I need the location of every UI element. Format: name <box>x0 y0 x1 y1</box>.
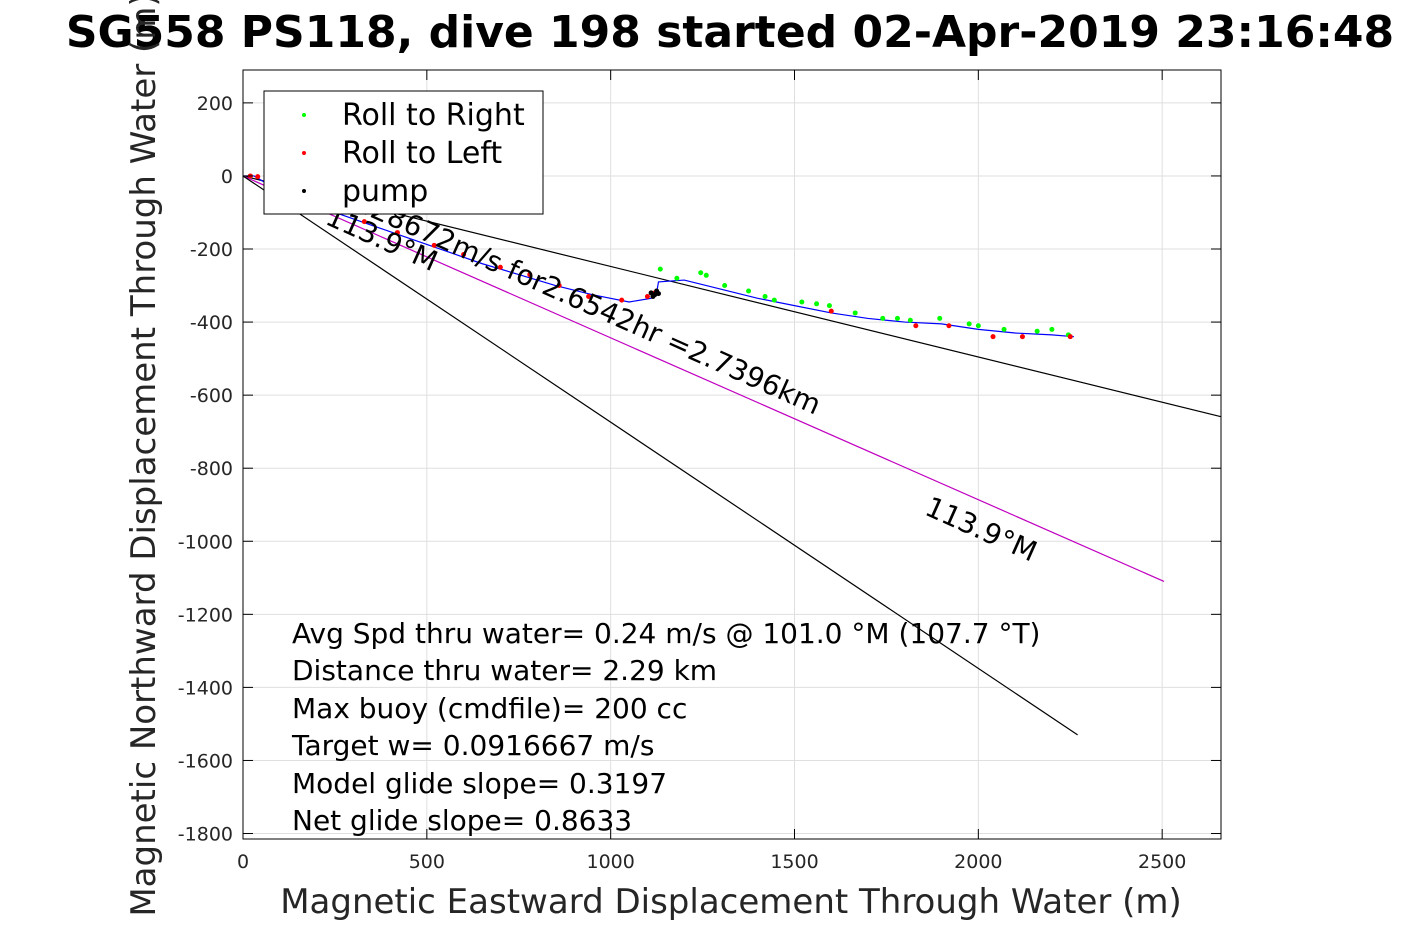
roll-to-left-point <box>497 264 503 270</box>
roll-to-left-point <box>913 323 919 329</box>
y-tick-label: -200 <box>190 239 233 261</box>
plot-frame <box>242 69 1222 840</box>
legend-marker-pump <box>302 189 306 193</box>
roll-to-left-point <box>828 308 834 314</box>
x-tick-label: 2500 <box>1138 851 1186 873</box>
roll-to-right-point <box>762 293 768 299</box>
line-labels: 113.9°M.28672m/s for2.6542hr =2.7396km11… <box>321 189 1042 569</box>
y-tick-label: -800 <box>190 458 233 480</box>
roll-to-left-point <box>644 293 650 299</box>
pump-point <box>655 291 661 297</box>
roll-to-right-point <box>722 283 728 289</box>
annotation-net-glide: Net glide slope= 0.8633 <box>292 804 632 837</box>
roll-to-left-point <box>619 297 625 303</box>
roll-to-left-point <box>461 251 467 257</box>
legend-label-pump: pump <box>342 174 428 209</box>
y-tick-label: -1400 <box>178 677 233 699</box>
roll-to-left-point <box>527 272 533 278</box>
y-tick-label: -1000 <box>178 531 233 553</box>
chart-title: SG558 PS118, dive 198 started 02-Apr-201… <box>66 7 1394 58</box>
y-tick-label: -400 <box>190 312 233 334</box>
y-tick-label: -600 <box>190 385 233 407</box>
heading-line <box>242 175 1165 582</box>
roll-to-right-point <box>1049 326 1055 332</box>
annotation-avg-speed: Avg Spd thru water= 0.24 m/s @ 101.0 °M … <box>292 617 1040 650</box>
legend-label-roll-left: Roll to Left <box>342 136 502 171</box>
annotation-distance: Distance thru water= 2.29 km <box>292 654 717 687</box>
heading-line <box>242 175 1222 418</box>
y-axis-label: Magnetic Northward Displacement Through … <box>124 0 164 917</box>
legend-label-roll-right: Roll to Right <box>342 98 525 133</box>
x-tick-label: 2000 <box>954 851 1002 873</box>
axis-ticks: 0 500 1000 1500 2000 25002000-200-400-600-800… <box>178 70 1221 873</box>
roll-to-left-point <box>1067 334 1073 340</box>
roll-to-right-point <box>1001 326 1007 332</box>
roll-to-right-point <box>1034 328 1040 334</box>
roll-to-left-point <box>394 230 400 236</box>
roll-to-right-point <box>894 315 900 321</box>
roll-to-right-point <box>657 266 663 272</box>
roll-to-right-point <box>674 275 680 281</box>
legend-box <box>263 90 544 215</box>
x-tick-label: 0 <box>237 851 249 873</box>
roll-to-left-point <box>1019 334 1025 340</box>
annotation-max-buoy: Max buoy (cmdfile)= 200 cc <box>292 692 687 725</box>
roll-to-left-point <box>946 323 952 329</box>
roll-to-right-point <box>826 303 832 309</box>
line-label: .28672m/s for2.6542hr =2.7396km <box>358 189 826 422</box>
roll-to-right-point <box>966 321 972 327</box>
roll-to-right-point <box>814 301 820 307</box>
roll-to-left-point <box>556 283 562 289</box>
y-tick-label: 200 <box>197 93 233 115</box>
reference-lines <box>242 175 1222 736</box>
x-tick-label: 1500 <box>770 851 818 873</box>
line-label: 113.9°M <box>920 490 1042 568</box>
roll-to-left-point <box>431 242 437 248</box>
annotations: Avg Spd thru water= 0.24 m/s @ 101.0 °M … <box>291 617 1040 837</box>
x-axis-label: Magnetic Eastward Displacement Through W… <box>280 882 1182 922</box>
grid <box>242 70 1221 839</box>
legend-marker-roll-right <box>302 113 306 117</box>
annotation-model-glide: Model glide slope= 0.3197 <box>292 767 667 800</box>
x-tick-label: 1000 <box>586 851 634 873</box>
roll-to-right-point <box>907 317 913 323</box>
roll-to-right-point <box>937 315 943 321</box>
y-tick-label: -1800 <box>178 824 233 846</box>
roll-to-left-point <box>255 174 261 180</box>
roll-to-right-point <box>799 299 805 305</box>
roll-to-right-point <box>698 270 704 276</box>
roll-to-left-point <box>586 293 592 299</box>
roll-to-right-point <box>703 272 709 278</box>
roll-to-right-point <box>852 310 858 316</box>
legend-marker-roll-left <box>302 151 306 155</box>
y-tick-label: 0 <box>221 166 233 188</box>
x-tick-label: 500 <box>409 851 445 873</box>
roll-to-right-point <box>771 297 777 303</box>
roll-to-right-point <box>880 315 886 321</box>
y-tick-label: -1600 <box>178 750 233 772</box>
roll-to-left-point <box>361 219 367 225</box>
roll-to-left-point <box>990 334 996 340</box>
data-points <box>247 173 1073 340</box>
annotation-target-w: Target w= 0.0916667 m/s <box>291 729 654 762</box>
legend: Roll to Right Roll to Left pump <box>263 90 544 215</box>
heading-line <box>242 175 1078 736</box>
roll-to-right-point <box>746 288 752 294</box>
roll-to-right-point <box>975 323 981 329</box>
y-tick-label: -1200 <box>178 604 233 626</box>
